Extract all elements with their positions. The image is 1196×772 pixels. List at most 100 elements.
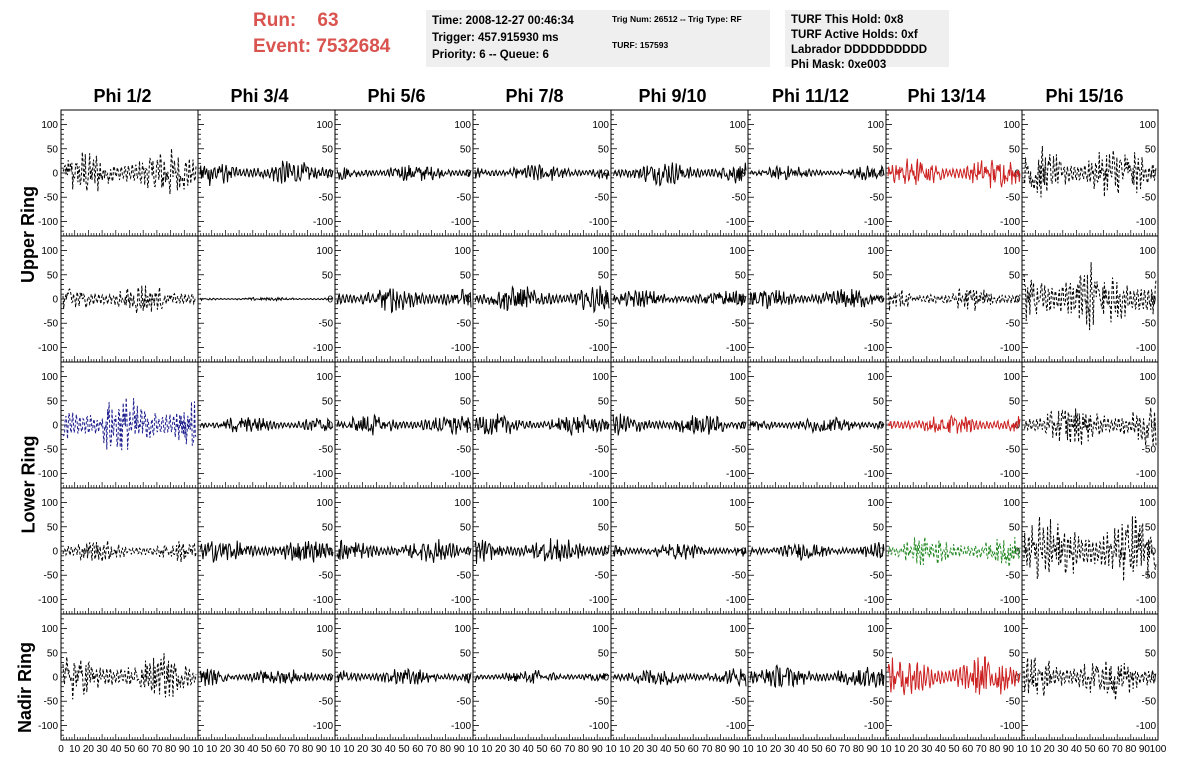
y-tick-label: 50: [322, 144, 334, 155]
y-tick-label: 50: [1009, 648, 1021, 659]
y-tick-label: -50: [595, 571, 610, 582]
y-tick-label: -50: [457, 319, 472, 330]
y-tick-label: -50: [732, 697, 747, 708]
waveform-trace: [612, 543, 747, 560]
x-tick-label: 30: [509, 744, 521, 755]
y-tick-label: -50: [870, 697, 885, 708]
y-tick-label: 0: [878, 295, 884, 306]
x-tick-label: 90: [316, 744, 328, 755]
y-tick-label: 50: [735, 396, 747, 407]
y-tick-label: 0: [327, 295, 333, 306]
y-tick-label: -100: [726, 595, 746, 606]
y-tick-label: 100: [1003, 498, 1020, 509]
y-tick-label: 50: [1009, 396, 1021, 407]
x-tick-label: 30: [234, 744, 246, 755]
y-tick-label: 0: [603, 421, 609, 432]
x-tick-label: 80: [989, 744, 1001, 755]
turf-this-hold: TURF This Hold: 0x8: [791, 14, 904, 26]
y-tick-label: 0: [1014, 547, 1020, 558]
col-header-phi-3-4: Phi 3/4: [230, 86, 289, 106]
y-tick-label: -50: [732, 319, 747, 330]
event-value: 7532684: [316, 36, 391, 57]
y-tick-label: 0: [1014, 673, 1020, 684]
waveform-trace: [474, 164, 610, 181]
waveform-trace: [62, 397, 197, 451]
y-tick-label: -50: [870, 445, 885, 456]
y-tick-label: 50: [1009, 144, 1021, 155]
y-tick-label: 0: [52, 421, 58, 432]
y-tick-label: -100: [1000, 595, 1020, 606]
waveform-trace: [1023, 657, 1157, 701]
x-tick-label: 80: [302, 744, 314, 755]
priority-text: Priority: 6 -- Queue: 6: [432, 49, 549, 61]
x-tick-label: 10: [69, 744, 81, 755]
y-tick-label: 0: [52, 673, 58, 684]
y-tick-label: 50: [1009, 270, 1021, 281]
x-tick-label: 20: [633, 744, 645, 755]
waveform-trace: [887, 656, 1021, 696]
trigger-info-box: Trig Num: 26512 -- Trig Type: RF TURF: 1…: [606, 10, 770, 67]
waveform-trace: [62, 285, 197, 314]
y-tick-label: 100: [41, 246, 58, 257]
y-tick-label: 0: [52, 547, 58, 558]
x-tick-label: 90: [867, 744, 879, 755]
y-tick-label: -100: [38, 721, 58, 732]
y-tick-label: 100: [1139, 246, 1156, 257]
x-tick-label: 10: [206, 744, 218, 755]
y-tick-label: 100: [454, 120, 471, 131]
y-tick-label: 50: [47, 270, 59, 281]
y-tick-label: 50: [322, 522, 334, 533]
y-tick-label: -100: [1000, 469, 1020, 480]
y-tick-label: -100: [451, 595, 471, 606]
x-tick-label: 10: [343, 744, 355, 755]
y-tick-label: 100: [316, 120, 333, 131]
waveform-trace: [62, 148, 197, 195]
y-tick-label: -50: [1006, 571, 1021, 582]
x-tick-label: 50: [811, 744, 823, 755]
y-tick-label: 50: [598, 270, 610, 281]
waveform-trace: [887, 158, 1021, 189]
y-tick-label: -100: [451, 721, 471, 732]
waveform-trace: [749, 542, 885, 561]
x-tick-label: 50: [674, 744, 686, 755]
y-tick-label: 100: [867, 498, 884, 509]
waveform-trace: [612, 668, 747, 688]
y-tick-label: 0: [878, 673, 884, 684]
y-tick-label: 100: [867, 372, 884, 383]
x-tick-label: 70: [151, 744, 163, 755]
x-tick-label: 70: [701, 744, 713, 755]
y-tick-label: 100: [1003, 120, 1020, 131]
y-tick-label: -100: [726, 721, 746, 732]
y-tick-label: -100: [864, 469, 884, 480]
x-tick-label: 30: [921, 744, 933, 755]
x-tick-label: 80: [715, 744, 727, 755]
waveform-trace: [62, 540, 197, 563]
y-tick-label: 100: [592, 624, 609, 635]
y-tick-label: -100: [451, 469, 471, 480]
y-tick-label: 100: [316, 246, 333, 257]
trig-num-text: Trig Num: 26512 -- Trig Type: RF: [612, 14, 742, 24]
x-tick-label: 10: [742, 744, 754, 755]
x-tick-label: 10: [1030, 744, 1042, 755]
x-tick-label: 90: [1003, 744, 1015, 755]
col-header-phi-7-8: Phi 7/8: [505, 86, 564, 106]
waveform-trace: [1023, 145, 1157, 198]
waveform-trace: [1023, 516, 1157, 582]
y-tick-label: 50: [322, 396, 334, 407]
y-tick-label: 100: [1139, 120, 1156, 131]
waveform-trace: [336, 539, 472, 563]
y-tick-label: 100: [592, 246, 609, 257]
x-tick-label: 10: [481, 744, 493, 755]
x-tick-label: 10: [467, 744, 479, 755]
